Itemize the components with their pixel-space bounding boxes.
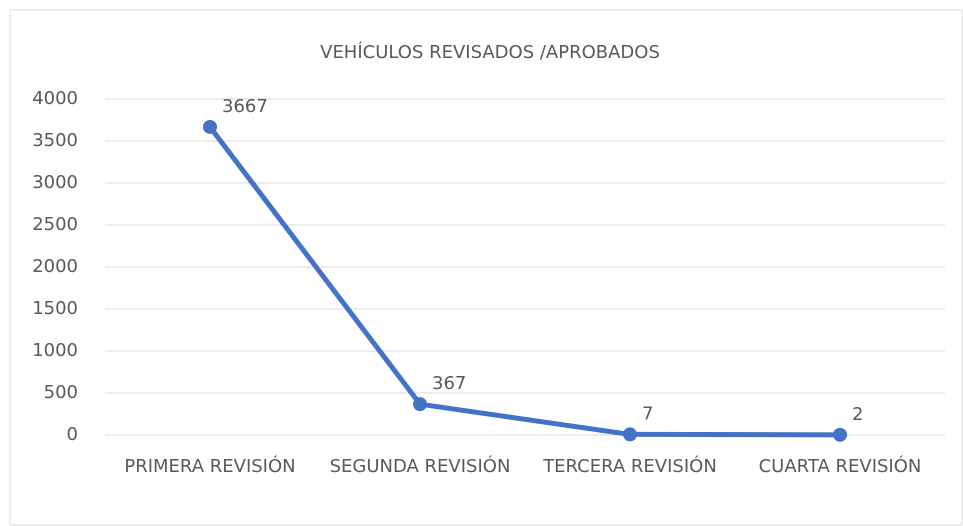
y-tick-label: 3000 <box>32 172 78 193</box>
point <box>413 397 427 412</box>
y-tick-label: 2000 <box>32 256 78 277</box>
data-label: 367 <box>432 373 466 394</box>
y-tick-label: 3500 <box>32 130 78 151</box>
x-tick-label: PRIMERA REVISIÓN <box>124 456 296 477</box>
data-label: 2 <box>852 404 863 425</box>
data-label: 3667 <box>222 96 268 117</box>
x-tick-label: TERCERA REVISIÓN <box>543 456 717 477</box>
x-tick-label: SEGUNDA REVISIÓN <box>329 456 511 477</box>
x-tick-label: CUARTA REVISIÓN <box>758 456 922 477</box>
point <box>623 427 637 442</box>
point <box>203 119 217 134</box>
line <box>208 125 841 438</box>
chart-title: VEHÍCULOS REVISADOS /APROBADOS <box>320 41 660 63</box>
y-tick-label: 1500 <box>32 298 78 319</box>
y-tick-label: 500 <box>44 382 78 403</box>
y-tick-label: 1000 <box>32 340 78 361</box>
y-tick-label: 2500 <box>32 214 78 235</box>
y-tick-label: 4000 <box>32 88 78 109</box>
y-tick-label: 0 <box>67 424 78 445</box>
point <box>833 427 847 442</box>
data-label: 7 <box>642 403 653 424</box>
